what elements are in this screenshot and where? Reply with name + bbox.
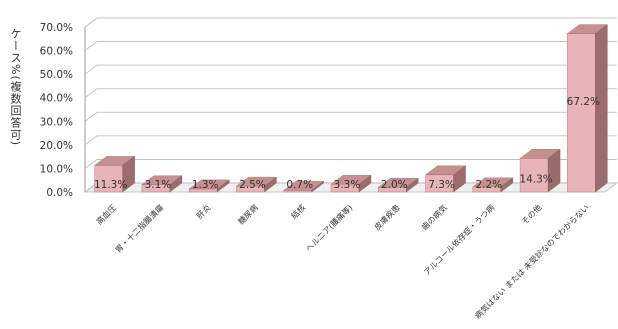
category-label: 肝炎 [195,203,213,221]
bar [377,177,419,193]
y-tick-label: 30.0% [40,116,73,128]
bar [235,176,278,193]
gridline [84,159,617,169]
data-label: 2.2% [475,179,502,191]
bar-front [567,33,596,193]
data-label: 2.5% [239,179,266,191]
bar-side [311,180,324,193]
gridline [84,41,617,51]
bar [472,177,514,193]
gridline [84,111,617,122]
bar-side [595,24,608,193]
bar-side [500,177,514,193]
bar [188,179,230,193]
bar-side [169,175,183,193]
bar [283,180,325,193]
bar [330,174,372,193]
category-label: その他 [519,202,543,226]
y-tick-label: 10.0% [40,163,73,175]
category-label: 結核 [289,202,307,220]
y-tick-label: 60.0% [40,46,73,58]
data-label: 3.3% [334,179,361,191]
data-label: 11.3% [94,179,127,191]
y-tick-label: 0.0% [46,187,73,199]
data-label: 14.3% [519,173,552,185]
y-tick-label: 20.0% [40,140,73,152]
data-label: 0.7% [286,179,313,191]
gridline [84,64,617,75]
bar-side [358,174,372,193]
bar-side [264,176,277,193]
category-label: ヘルニア(腰痛等) [303,202,354,253]
gridline [84,135,617,146]
category-label: 皮膚疾患 [372,202,402,232]
gridline [84,88,617,99]
bar [94,155,136,193]
category-label: 胃・十二指腸潰瘍 [113,202,165,254]
y-axis-label: ケース%(複数回答可) [9,28,22,147]
bar-side [453,165,466,193]
data-label: 67.2% [567,96,600,108]
y-tick-label: 50.0% [40,69,73,81]
y-tick-label: 40.0% [40,93,73,105]
data-label: 1.3% [192,179,219,191]
bar [566,24,608,193]
y-tick-label: 70.0% [40,22,73,34]
category-label: 歯の病気 [419,202,449,232]
bar-side [406,177,419,193]
data-label: 7.3% [428,179,455,191]
data-label: 2.0% [381,179,408,191]
data-label: 3.1% [145,179,172,191]
gridline [84,17,617,28]
bar-side [122,155,135,193]
bar [141,175,183,193]
category-label: 糖尿病 [236,202,260,226]
bar [519,148,561,193]
category-label: 高血圧 [94,202,118,226]
bar-side [216,179,230,193]
bar-side [547,148,561,193]
bar [424,165,467,193]
